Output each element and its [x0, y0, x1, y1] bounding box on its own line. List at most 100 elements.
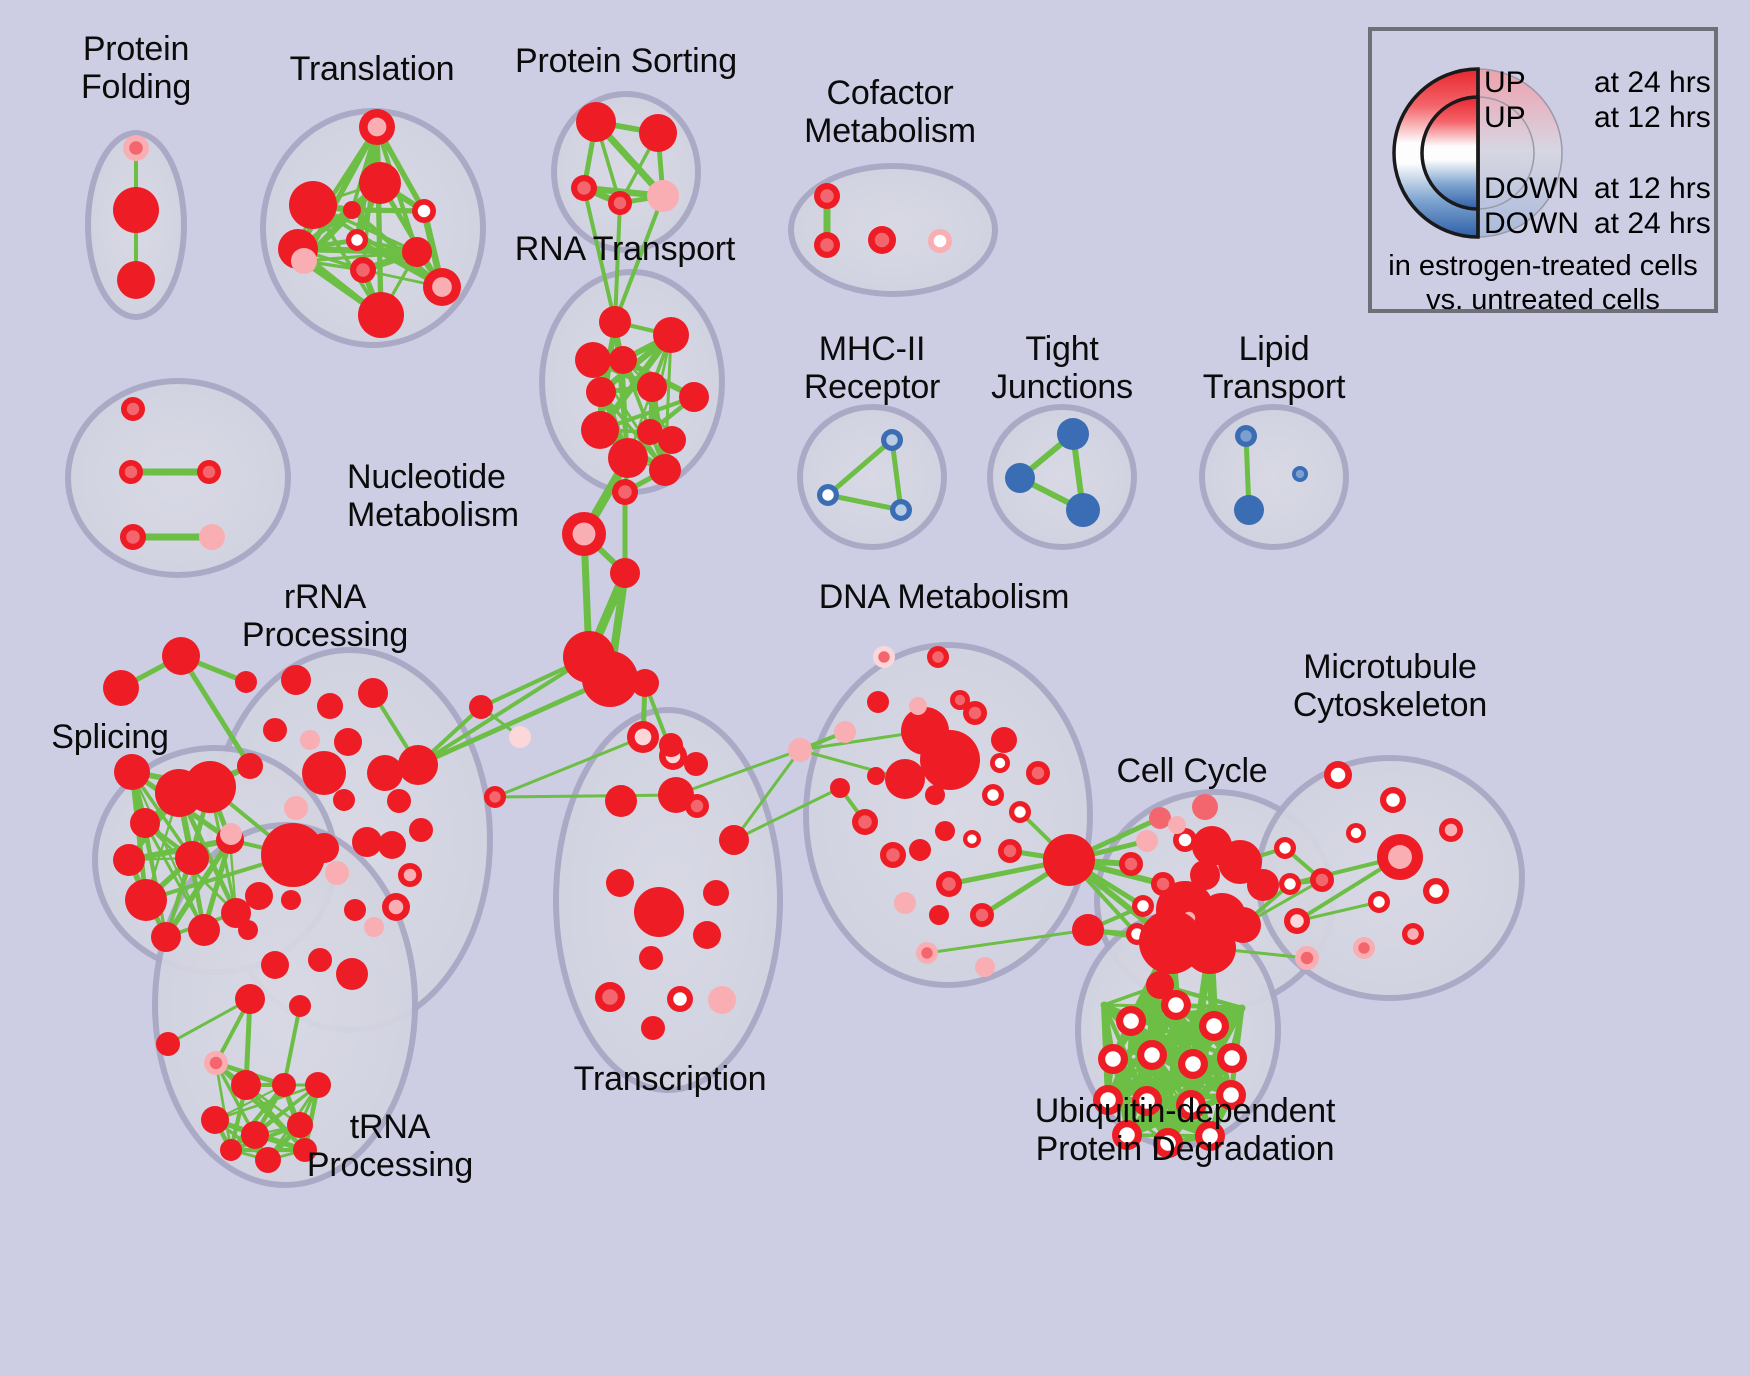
trna-node — [220, 1139, 242, 1161]
translation-node — [402, 237, 432, 267]
pf-2 — [113, 187, 159, 233]
trna-node — [204, 1051, 228, 1075]
legend-change-2: DOWN — [1484, 172, 1579, 205]
rna-transport-node — [658, 426, 686, 454]
rna-transport-node — [581, 411, 619, 449]
rrna-node — [333, 789, 355, 811]
rna-transport-node — [575, 342, 611, 378]
cell-cycle-node — [1247, 869, 1279, 901]
splicing-node — [175, 841, 209, 875]
spine-node — [610, 558, 640, 588]
splicing-node — [221, 898, 251, 928]
edge — [889, 437, 904, 513]
microtubule-node — [1439, 818, 1463, 842]
dna-metabolism-node — [950, 690, 970, 710]
transcription-node — [606, 869, 634, 897]
cluster-label-cofactor-metabolism: Cofactor Metabolism — [804, 74, 976, 151]
edge — [349, 207, 445, 290]
transcription-node — [684, 752, 708, 776]
edge — [302, 250, 419, 263]
cluster-label-ubiquitin-protein-degradation: Ubiquitin-dependent Protein Degradation — [1034, 1092, 1336, 1169]
legend-change-1: UP — [1484, 101, 1526, 134]
rna-transport-node — [637, 372, 667, 402]
legend-time-2: at 12 hrs — [1594, 172, 1711, 205]
microtubule-node — [1377, 834, 1423, 880]
ubiquitin-node — [1112, 1120, 1142, 1150]
edge — [825, 492, 904, 513]
edge — [582, 186, 617, 324]
rrna-node — [237, 753, 263, 779]
legend-footer-line2: vs. untreated cells — [1426, 284, 1660, 316]
rrna-node — [382, 893, 410, 921]
rrna-node — [289, 995, 311, 1017]
dna-metabolism-node — [982, 784, 1004, 806]
cluster-label-splicing: Splicing — [51, 718, 169, 756]
protein-sorting-node — [571, 175, 597, 201]
translation-node — [350, 257, 376, 283]
rna-transport-node — [653, 317, 689, 353]
trna-node — [201, 1106, 229, 1134]
cluster-blob-dna-metabolism — [803, 642, 1093, 988]
rrna-node — [364, 917, 384, 937]
dna-metabolism-node — [990, 753, 1010, 773]
spine-hub — [582, 651, 638, 707]
edge — [732, 748, 802, 842]
dna-metabolism-node — [998, 839, 1022, 863]
edge — [178, 653, 253, 769]
transcription-node — [685, 794, 709, 818]
cluster-label-cell-cycle: Cell Cycle — [1116, 752, 1268, 790]
rrna-node — [398, 863, 422, 887]
cell-cycle-bridge-node — [1072, 914, 1104, 946]
rrna-node — [302, 751, 346, 795]
edge — [925, 928, 1090, 955]
ubiquitin-node — [1199, 1011, 1229, 1041]
cluster-blob-nucleotide-metabolism — [65, 378, 291, 578]
spine-node — [612, 479, 638, 505]
dna-metabolism-node — [1026, 761, 1050, 785]
cluster-label-protein-folding: Protein Folding — [80, 30, 192, 107]
trna-node — [241, 1121, 269, 1149]
cell-cycle-node — [1184, 922, 1236, 974]
splicing-node — [103, 670, 139, 706]
dna-metabolism-node — [880, 842, 906, 868]
pf-3 — [117, 261, 155, 299]
translation-node — [358, 292, 404, 338]
mhc-node — [817, 484, 839, 506]
dna-metabolism-node — [909, 839, 931, 861]
edge — [282, 1004, 302, 1087]
splicing-node — [113, 844, 145, 876]
dna-metabolism-node — [991, 727, 1017, 753]
rrna-node — [284, 796, 308, 820]
nucleotide-node — [121, 397, 145, 421]
legend-change-3: DOWN — [1484, 207, 1579, 240]
protein-sorting-node — [639, 114, 677, 152]
cofactor-node — [814, 232, 840, 258]
cell-cycle-node — [1284, 908, 1310, 934]
cluster-blob-cofactor-metabolism — [788, 163, 998, 297]
legend-time-1: at 12 hrs — [1594, 101, 1711, 134]
edge — [229, 1083, 286, 1152]
cell-cycle-node — [1119, 852, 1143, 876]
protein-sorting-node — [647, 180, 679, 212]
protein-sorting-node — [608, 191, 632, 215]
transcription-node — [667, 986, 693, 1012]
rrna-node — [263, 718, 287, 742]
transcription-node — [719, 825, 749, 855]
rrna-node — [300, 730, 320, 750]
ubiquitin-node — [1146, 971, 1174, 999]
legend-node-diagram — [1392, 67, 1563, 239]
rna-transport-node — [586, 377, 616, 407]
cell-cycle-node — [1168, 816, 1186, 834]
edge — [301, 124, 380, 264]
cell-cycle-bridge-hub — [1043, 834, 1095, 886]
dna-metabolism-node — [975, 957, 995, 977]
rrna-node — [398, 745, 438, 785]
ubiquitin-node — [1176, 1090, 1206, 1120]
tight-junction-node — [1005, 463, 1035, 493]
cluster-blob-mhc-ii-receptor — [797, 404, 947, 550]
cell-cycle-node — [1274, 837, 1296, 859]
translation-node — [423, 268, 461, 306]
translation-node — [346, 229, 368, 251]
cluster-label-rrna-processing: rRNA Processing — [241, 578, 409, 655]
edge — [374, 124, 384, 318]
